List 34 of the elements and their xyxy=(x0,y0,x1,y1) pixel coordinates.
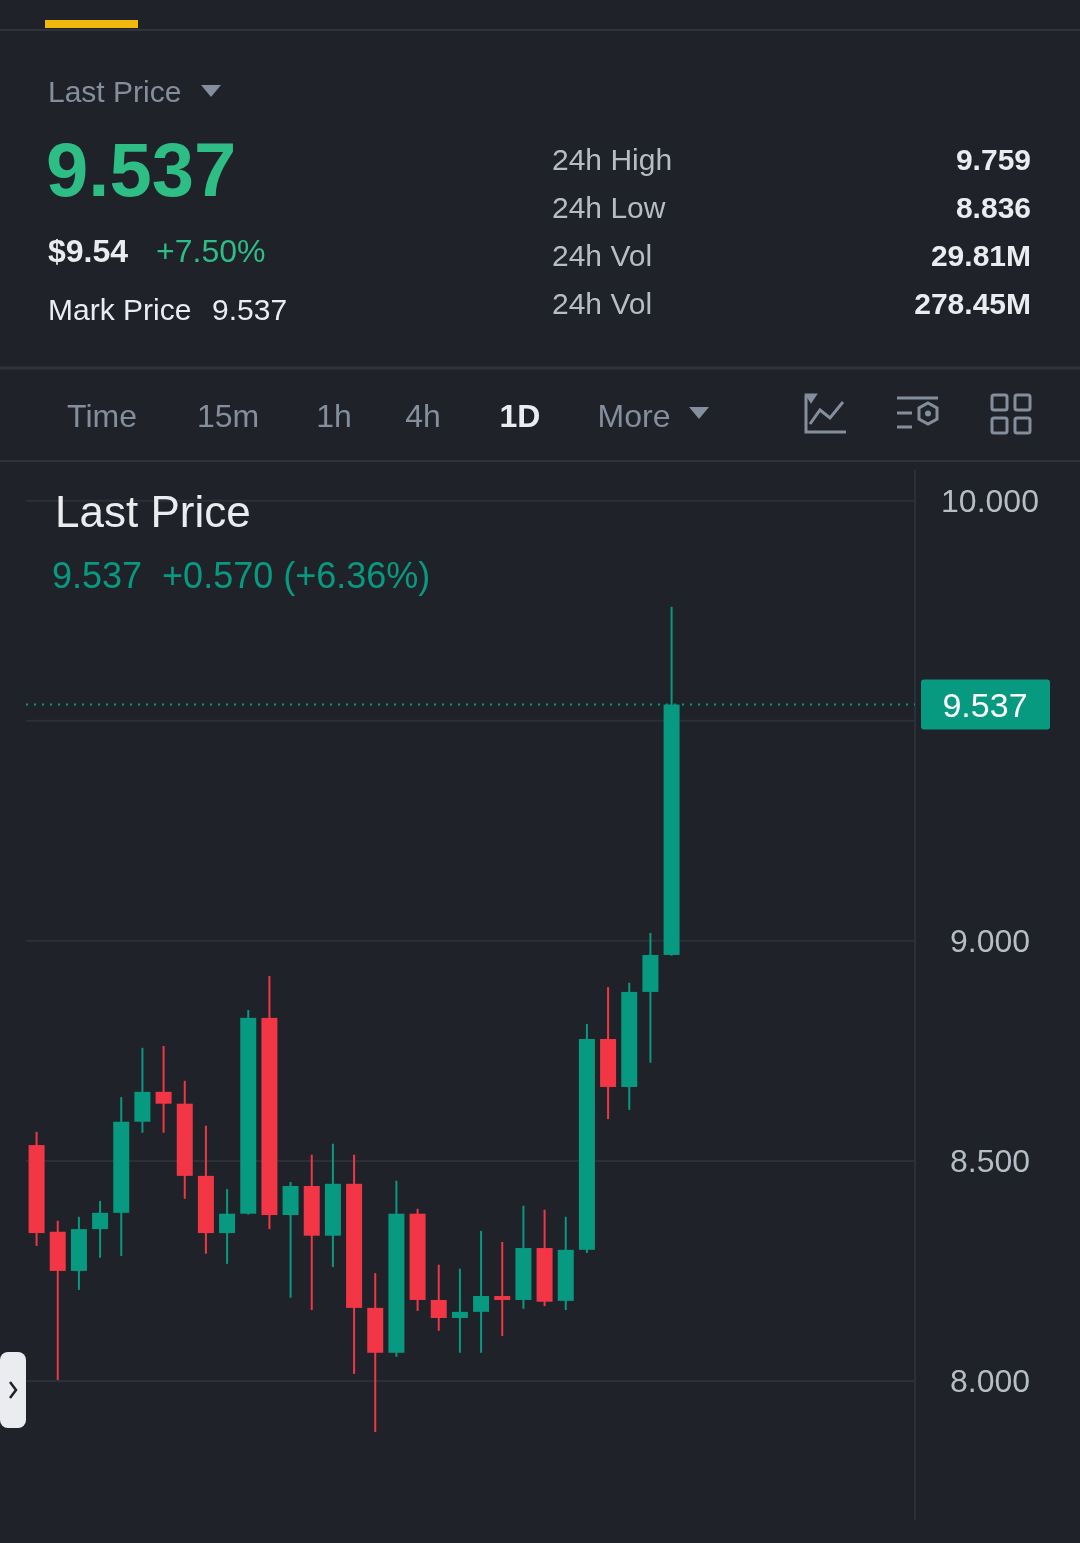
text: 15m xyxy=(196,398,260,434)
ref-line-label: 9.537 xyxy=(942,685,1028,724)
candlestick xyxy=(430,1263,447,1332)
text: Mark Price xyxy=(48,293,192,326)
text: $9.54 xyxy=(48,233,129,269)
text: Last Price xyxy=(48,75,182,108)
text: Time xyxy=(67,398,137,434)
candlestick xyxy=(92,1199,109,1259)
text: More xyxy=(597,398,671,434)
text: 29.81M xyxy=(930,239,1031,272)
chart-title: Last Price xyxy=(55,487,251,536)
text: 24h High xyxy=(552,143,673,176)
text: 9.537 xyxy=(46,127,237,212)
text: 9.537 +0.570 (+6.36%) xyxy=(52,555,431,596)
candlestick xyxy=(494,1240,511,1338)
candlestick xyxy=(473,1229,490,1354)
text: 9.537 xyxy=(212,293,288,326)
y-tick-label: 9.000 xyxy=(949,922,1031,959)
text: 1D xyxy=(499,398,541,434)
text: 4h xyxy=(405,398,441,434)
candlestick xyxy=(155,1045,172,1134)
y-tick-label: 8.000 xyxy=(949,1362,1031,1399)
text: 24h Low xyxy=(552,191,666,224)
y-tick-label: 8.500 xyxy=(949,1142,1031,1179)
candlestick xyxy=(451,1267,468,1354)
candlestick xyxy=(219,1188,236,1265)
text: 24h Vol xyxy=(552,239,653,272)
y-tick-label: 10.000 xyxy=(941,482,1039,519)
text: 1h xyxy=(316,398,352,434)
text: 24h Vol xyxy=(552,287,653,320)
text: 278.45M xyxy=(914,287,1031,320)
text: +7.50% xyxy=(156,233,266,269)
text: 8.836 xyxy=(955,191,1031,224)
text: 9.759 xyxy=(955,143,1031,176)
